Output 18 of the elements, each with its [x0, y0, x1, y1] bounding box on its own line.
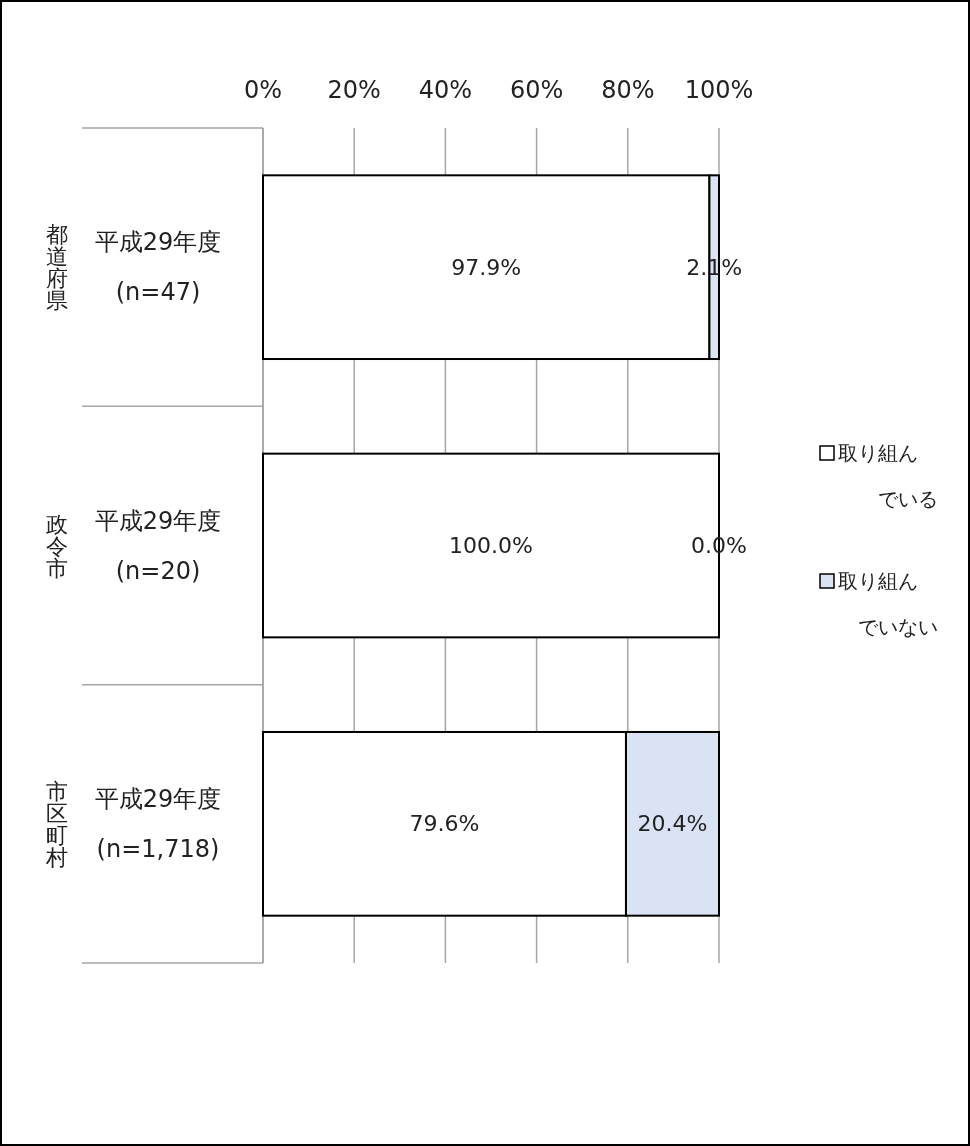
legend-label: 取り組んでいない — [838, 569, 938, 639]
data-label: 100.0% — [449, 533, 533, 558]
legend-label: 取り組んでいる — [838, 441, 938, 511]
data-label: 20.4% — [637, 811, 708, 837]
y-tick-label: 平成29年度 (n=1,718) — [94, 784, 222, 863]
x-tick-label: 100% — [684, 76, 754, 104]
x-tick-label: 80% — [601, 76, 655, 104]
data-label: 97.9% — [451, 254, 522, 280]
data-label: 79.6% — [409, 811, 480, 837]
x-tick-label: 20% — [327, 76, 381, 104]
x-tick-label: 60% — [509, 76, 564, 104]
x-tick-label: 40% — [418, 76, 473, 104]
y-tick-label: 平成29年度 (n=47) — [94, 228, 222, 307]
text: 都道府県 — [46, 221, 68, 313]
y-tick-label: 平成29年度 (n=20) — [94, 506, 222, 585]
x-tick-label: 0% — [243, 76, 283, 104]
text: 政令市 — [46, 511, 68, 580]
text: 市区町村 — [45, 778, 68, 870]
